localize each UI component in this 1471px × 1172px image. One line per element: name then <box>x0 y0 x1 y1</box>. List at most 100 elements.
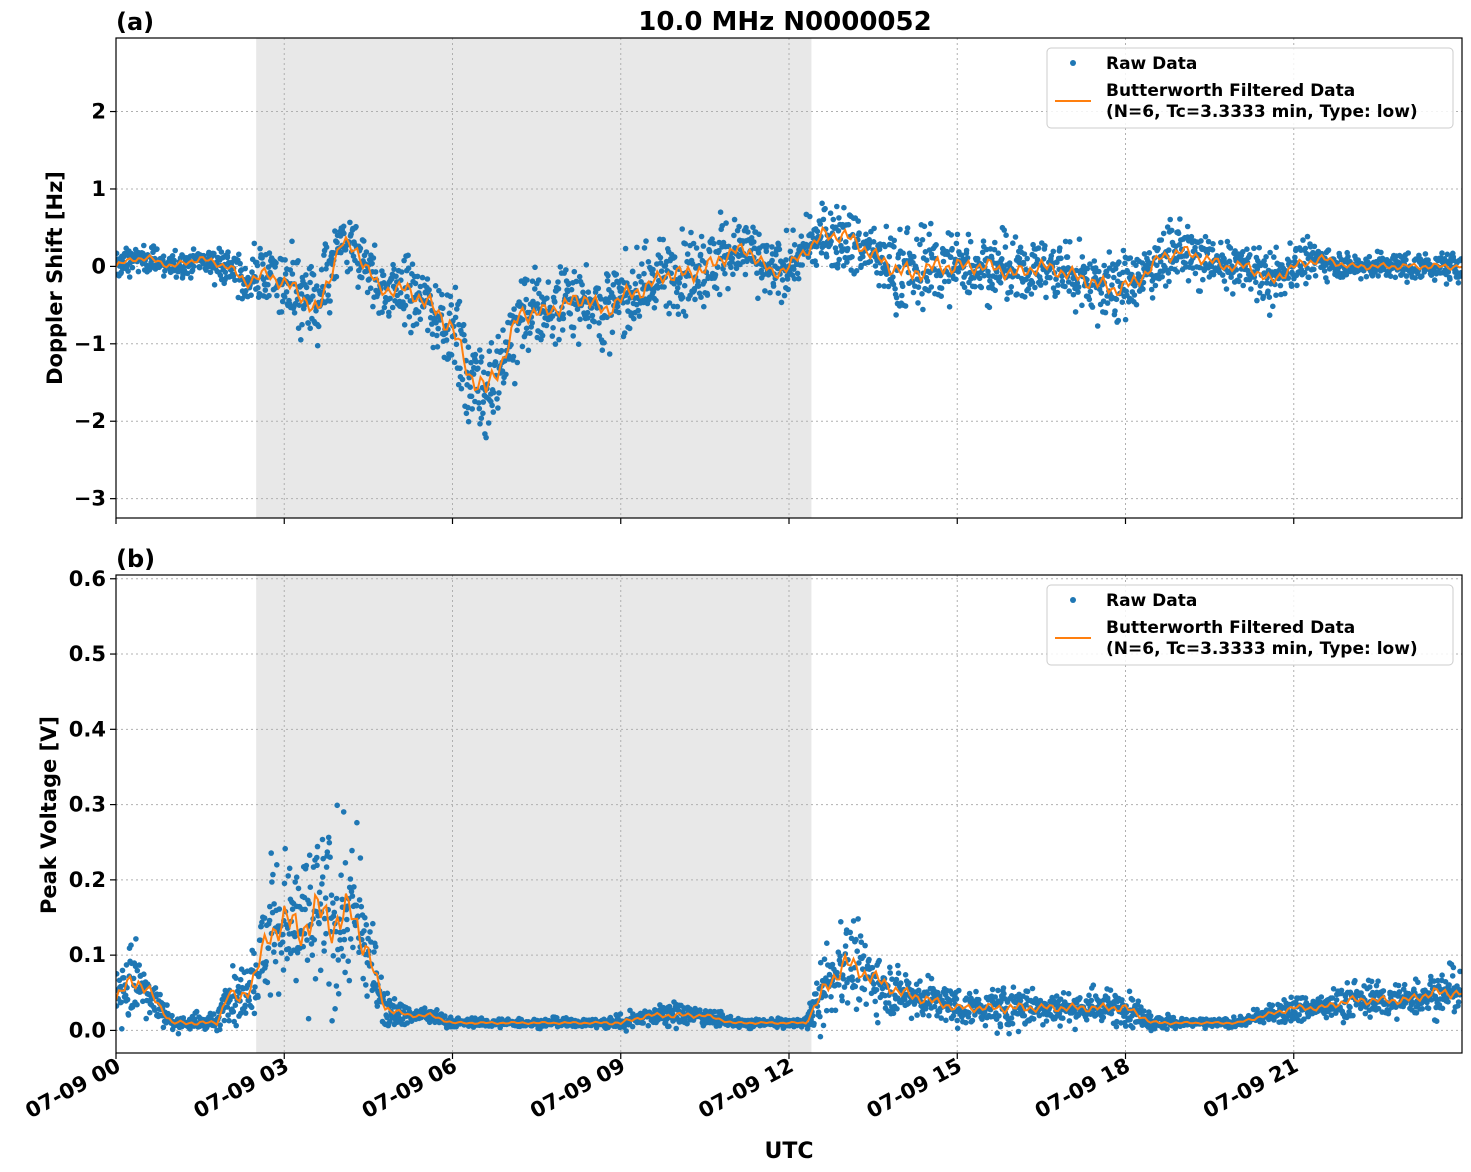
raw-data-point <box>682 313 689 319</box>
raw-data-point <box>332 1006 338 1012</box>
raw-data-point <box>836 215 842 221</box>
raw-data-point <box>417 316 424 323</box>
raw-data-point <box>989 986 996 993</box>
raw-data-point <box>349 893 356 899</box>
raw-data-point <box>835 261 841 267</box>
raw-data-point <box>841 204 847 211</box>
raw-data-point <box>823 253 830 260</box>
raw-data-point <box>716 247 722 254</box>
raw-data-point <box>576 273 583 280</box>
raw-data-point <box>469 406 476 412</box>
raw-data-point <box>953 276 959 283</box>
raw-data-point <box>887 964 893 971</box>
raw-data-point <box>354 819 360 826</box>
raw-data-point <box>344 916 350 923</box>
raw-data-point <box>770 283 777 289</box>
raw-data-point <box>330 900 336 906</box>
raw-data-point <box>966 289 973 296</box>
raw-data-point <box>266 917 273 924</box>
raw-data-point <box>636 313 643 319</box>
raw-data-point <box>923 257 930 264</box>
raw-data-point <box>405 265 412 272</box>
raw-data-point <box>1062 238 1069 245</box>
raw-data-point <box>1122 260 1128 267</box>
raw-data-point <box>940 258 947 265</box>
raw-data-point <box>154 246 160 252</box>
raw-data-point <box>552 341 559 347</box>
raw-data-point <box>337 937 343 943</box>
raw-data-point <box>1218 239 1224 246</box>
raw-data-point <box>954 1025 961 1032</box>
raw-data-point <box>279 298 286 305</box>
raw-data-point <box>143 1015 149 1022</box>
raw-data-point <box>838 919 844 925</box>
raw-data-point <box>340 809 347 815</box>
raw-data-point <box>1267 249 1273 256</box>
raw-data-point <box>1232 248 1238 254</box>
raw-data-point <box>1077 995 1083 1001</box>
raw-data-point <box>207 269 214 276</box>
raw-data-point <box>342 860 349 866</box>
raw-data-point <box>885 283 892 290</box>
raw-data-point <box>556 336 562 343</box>
raw-data-point <box>605 272 611 279</box>
raw-data-point <box>387 295 393 302</box>
raw-data-point <box>310 293 316 300</box>
raw-data-point <box>889 976 895 982</box>
raw-data-point <box>887 970 893 976</box>
raw-data-point <box>821 956 828 962</box>
raw-data-point <box>1226 258 1233 265</box>
raw-data-point <box>485 420 492 426</box>
raw-data-point <box>326 310 333 316</box>
raw-data-point <box>906 980 912 986</box>
raw-data-point <box>319 874 326 880</box>
raw-data-point <box>885 1000 892 1006</box>
raw-data-point <box>1405 250 1411 256</box>
raw-data-point <box>364 289 371 296</box>
raw-data-point <box>391 266 397 273</box>
raw-data-point <box>997 280 1004 286</box>
raw-data-point <box>436 287 442 294</box>
raw-data-point <box>414 273 421 280</box>
raw-data-point <box>355 913 361 919</box>
raw-data-point <box>306 900 313 907</box>
raw-data-point <box>1115 317 1122 324</box>
raw-data-point <box>900 250 906 256</box>
raw-data-point <box>701 303 707 310</box>
raw-data-point <box>1112 265 1119 272</box>
raw-data-point <box>855 916 861 922</box>
raw-data-point <box>356 949 362 956</box>
raw-data-point <box>293 874 300 880</box>
raw-data-point <box>468 359 474 366</box>
raw-data-point <box>211 282 218 288</box>
raw-data-point <box>363 249 370 255</box>
raw-data-point <box>560 315 567 322</box>
raw-data-point <box>495 405 501 411</box>
raw-data-point <box>1066 1018 1073 1024</box>
raw-data-point <box>795 275 802 282</box>
raw-data-point <box>393 273 399 280</box>
raw-data-point <box>697 251 704 258</box>
raw-data-point <box>434 344 441 350</box>
raw-data-point <box>384 1014 390 1021</box>
raw-data-point <box>1113 296 1120 303</box>
raw-data-point <box>1057 1023 1063 1029</box>
raw-data-point <box>601 339 607 346</box>
raw-data-point <box>1020 261 1027 267</box>
raw-data-point <box>712 272 719 278</box>
raw-data-point <box>997 1023 1004 1030</box>
raw-data-point <box>512 380 518 387</box>
raw-data-point <box>401 322 408 328</box>
raw-data-point <box>461 337 468 344</box>
raw-data-point <box>1028 291 1035 297</box>
raw-data-point <box>571 268 578 275</box>
raw-data-point <box>147 1009 153 1016</box>
raw-data-point <box>519 343 526 350</box>
raw-data-point <box>308 263 315 270</box>
night-shaded-region <box>256 575 812 1053</box>
raw-data-point <box>1152 282 1159 289</box>
raw-data-point <box>775 290 782 297</box>
raw-data-point <box>238 1010 244 1017</box>
raw-data-point <box>890 274 896 280</box>
raw-data-point <box>1431 277 1438 283</box>
